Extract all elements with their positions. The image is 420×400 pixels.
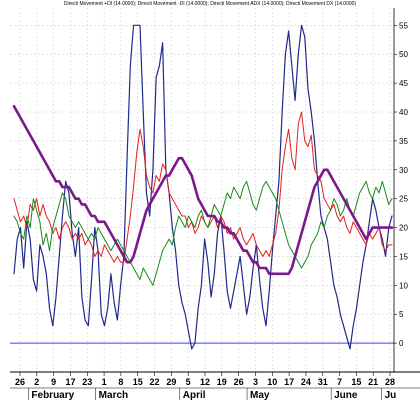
chart-title: Directi Movement +DI (14.0000); Directi … <box>64 1 357 7</box>
x-month-label: June <box>334 390 358 400</box>
x-date-label: 26 <box>15 377 25 387</box>
series-line-1 <box>13 111 393 263</box>
x-date-label: 29 <box>166 377 176 387</box>
x-date-label: 9 <box>51 377 56 387</box>
y-tick-label: 35 <box>399 137 408 146</box>
y-tick-label: 15 <box>399 252 408 261</box>
x-date-label: 12 <box>200 377 210 387</box>
x-date-label: 15 <box>133 377 143 387</box>
y-tick-label: 10 <box>399 281 408 290</box>
x-date-label: 17 <box>65 377 75 387</box>
x-date-label: 5 <box>186 377 191 387</box>
y-tick-label: 45 <box>399 79 408 88</box>
x-date-label: 3 <box>253 377 258 387</box>
x-date-label: 28 <box>385 377 395 387</box>
x-date-label: 8 <box>118 377 123 387</box>
y-tick-label: 30 <box>399 166 408 175</box>
x-date-label: 22 <box>150 377 160 387</box>
series-line-0 <box>13 24 393 350</box>
y-tick-label: 20 <box>399 224 408 233</box>
x-date-label: 24 <box>301 377 311 387</box>
x-month-label: May <box>250 390 270 400</box>
x-date-label: 21 <box>368 377 378 387</box>
x-axis-ticks: 26 2 9 17 23 1 8 15 22 29 5 12 19 26 3 10 17 24 31 7 15 21 28 <box>10 372 420 389</box>
x-date-label: 1 <box>102 377 107 387</box>
x-date-label: 10 <box>267 377 277 387</box>
x-axis-months: February March April May June Ju <box>28 388 396 400</box>
series-line-3 <box>12 104 394 276</box>
x-date-label: 26 <box>234 377 244 387</box>
y-tick-label: 50 <box>399 50 408 59</box>
x-month-label: February <box>31 390 74 400</box>
series-layer <box>12 24 394 350</box>
y-tick-label: 0 <box>399 339 404 348</box>
x-date-label: 19 <box>217 377 227 387</box>
x-date-label: 15 <box>351 377 361 387</box>
y-tick-label: 5 <box>399 310 404 319</box>
x-date-label: 17 <box>284 377 294 387</box>
x-month-label: April <box>183 390 206 400</box>
series-line-2 <box>13 180 393 286</box>
x-month-label: Ju <box>385 390 397 400</box>
y-tick-label: 55 <box>399 21 408 30</box>
x-date-label: 31 <box>318 377 328 387</box>
x-month-label: March <box>99 390 128 400</box>
x-date-label: 7 <box>337 377 342 387</box>
x-date-label: 23 <box>82 377 92 387</box>
y-axis-ticks: 0 5 10 15 20 25 30 35 40 45 50 55 <box>394 21 408 348</box>
y-tick-label: 25 <box>399 195 408 204</box>
y-tick-label: 40 <box>399 108 408 117</box>
x-date-label: 2 <box>34 377 39 387</box>
